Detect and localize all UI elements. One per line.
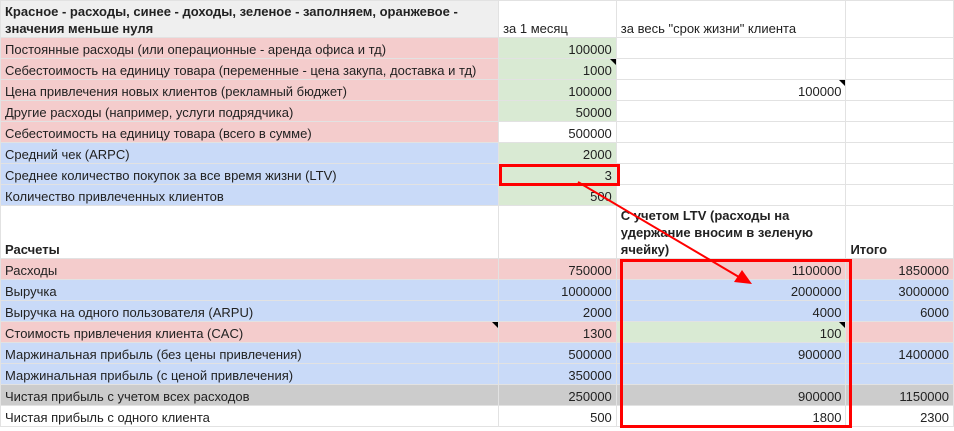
cell[interactable]	[615, 100, 847, 122]
row-label[interactable]: Цена привлечения новых клиентов (рекламн…	[0, 79, 500, 101]
calc-section-title[interactable]: Расчеты	[0, 205, 500, 259]
input-cell[interactable]: 100000	[498, 79, 617, 101]
cell[interactable]	[845, 0, 954, 38]
cell[interactable]	[845, 37, 954, 59]
value-cell[interactable]: 250000	[498, 384, 617, 406]
input-cell[interactable]: 500	[498, 184, 617, 206]
cell[interactable]	[615, 121, 847, 143]
value-cell[interactable]: 500000	[498, 342, 617, 364]
row-label[interactable]: Чистая прибыль с учетом всех расходов	[0, 384, 500, 406]
cell[interactable]	[498, 205, 617, 259]
lifetime-cell[interactable]: 100000	[615, 79, 847, 101]
value-cell[interactable]: 1300	[498, 321, 617, 343]
ltv-cell[interactable]: 900000	[615, 342, 847, 364]
col-header-total[interactable]: Итого	[845, 205, 954, 259]
total-cell[interactable]	[845, 363, 954, 385]
ltv-cell[interactable]: 4000	[615, 300, 847, 322]
value-cell[interactable]: 500	[498, 405, 617, 427]
total-cell[interactable]: 1850000	[845, 258, 954, 280]
total-cell[interactable]: 3000000	[845, 279, 954, 301]
row-label[interactable]: Выручка на одного пользователя (ARPU)	[0, 300, 500, 322]
value-cell[interactable]: 500000	[498, 121, 617, 143]
total-cell[interactable]: 2300	[845, 405, 954, 427]
cell[interactable]	[845, 79, 954, 101]
input-cell[interactable]: 50000	[498, 100, 617, 122]
input-cell[interactable]: 2000	[498, 142, 617, 164]
col-header-lifetime[interactable]: за весь "срок жизни" клиента	[615, 0, 847, 38]
total-cell[interactable]: 1400000	[845, 342, 954, 364]
input-cell[interactable]: 1000	[498, 58, 617, 80]
cell[interactable]	[845, 163, 954, 185]
cell[interactable]	[615, 163, 847, 185]
ltv-input-cell[interactable]: 100	[615, 321, 847, 343]
ltv-cell[interactable]: 900000	[615, 384, 847, 406]
value-cell[interactable]: 1000000	[498, 279, 617, 301]
legend-cell[interactable]: Красное - расходы, синее - доходы, зелен…	[0, 0, 500, 38]
value-cell[interactable]: 750000	[498, 258, 617, 280]
row-label[interactable]: Маржинальная прибыль (с ценой привлечени…	[0, 363, 500, 385]
total-cell[interactable]: 6000	[845, 300, 954, 322]
ltv-cell[interactable]: 1800	[615, 405, 847, 427]
row-label[interactable]: Среднее количество покупок за все время …	[0, 163, 500, 185]
ltv-cell[interactable]	[615, 363, 847, 385]
row-label[interactable]: Маржинальная прибыль (без цены привлечен…	[0, 342, 500, 364]
row-label[interactable]: Другие расходы (например, услуги подрядч…	[0, 100, 500, 122]
cell[interactable]	[845, 58, 954, 80]
row-label[interactable]: Себестоимость на единицу товара (всего в…	[0, 121, 500, 143]
col-header-month[interactable]: за 1 месяц	[498, 0, 617, 38]
row-label[interactable]: Выручка	[0, 279, 500, 301]
row-label[interactable]: Стоимость привлечения клиента (CAC)	[0, 321, 500, 343]
row-label[interactable]: Количество привлеченных клиентов	[0, 184, 500, 206]
input-cell[interactable]: 100000	[498, 37, 617, 59]
cell[interactable]	[615, 142, 847, 164]
cell[interactable]	[845, 100, 954, 122]
total-cell[interactable]	[845, 321, 954, 343]
cell[interactable]	[845, 184, 954, 206]
value-cell[interactable]: 2000	[498, 300, 617, 322]
ltv-input-cell[interactable]: 3	[498, 163, 617, 185]
cell[interactable]	[845, 121, 954, 143]
cell[interactable]	[845, 142, 954, 164]
ltv-cell[interactable]: 1100000	[615, 258, 847, 280]
row-label[interactable]: Средний чек (ARPC)	[0, 142, 500, 164]
row-label[interactable]: Себестоимость на единицу товара (перемен…	[0, 58, 500, 80]
row-label[interactable]: Чистая прибыль с одного клиента	[0, 405, 500, 427]
cell[interactable]	[615, 184, 847, 206]
total-cell[interactable]: 1150000	[845, 384, 954, 406]
value-cell[interactable]: 350000	[498, 363, 617, 385]
cell[interactable]	[615, 37, 847, 59]
cell[interactable]	[615, 58, 847, 80]
ltv-cell[interactable]: 2000000	[615, 279, 847, 301]
row-label[interactable]: Постоянные расходы (или операционные - а…	[0, 37, 500, 59]
row-label[interactable]: Расходы	[0, 258, 500, 280]
col-header-ltv[interactable]: С учетом LTV (расходы на удержание вноси…	[615, 205, 847, 259]
